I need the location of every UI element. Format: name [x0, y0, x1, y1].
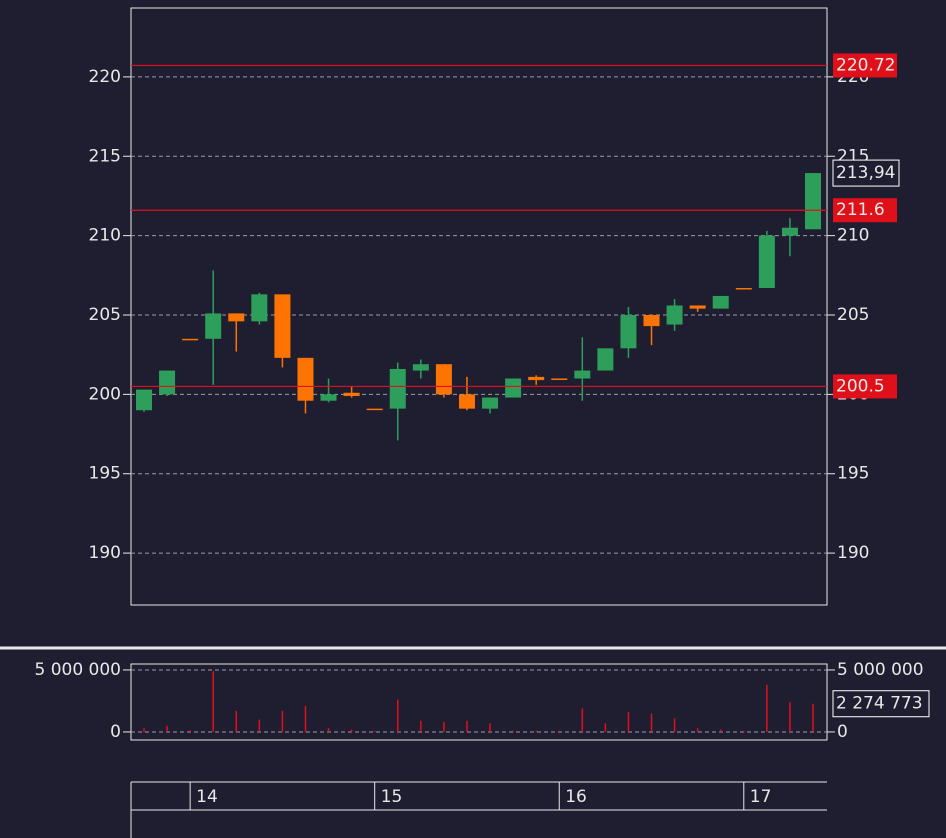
- volume-bar: [696, 728, 699, 732]
- candle-body: [666, 305, 683, 325]
- candle-body: [505, 378, 522, 398]
- volume-bar: [258, 719, 261, 732]
- x-tick-label: 16: [565, 787, 587, 807]
- volume-bar: [166, 725, 168, 732]
- y2-tick-label: 195: [837, 464, 869, 484]
- candle-body: [528, 376, 545, 381]
- volume-bar: [304, 705, 307, 732]
- candle-body: [712, 295, 729, 309]
- y-tick-label: 200: [89, 384, 121, 404]
- volume-bar: [235, 710, 238, 732]
- volume-bar: [535, 730, 537, 732]
- volume-bar: [812, 703, 814, 732]
- y2-tick-label: 210: [837, 226, 869, 246]
- y2-tick-label: 5 000 000: [837, 660, 924, 680]
- y-tick-label: 195: [89, 464, 121, 484]
- volume-bar: [420, 720, 422, 732]
- candle-body: [758, 235, 775, 289]
- y-tick-label: 5 000 000: [34, 660, 121, 680]
- volume-bar: [281, 710, 284, 732]
- last-value-box: [832, 690, 930, 718]
- candle-body: [205, 313, 222, 339]
- volume-bar: [604, 723, 607, 732]
- candle-body: [136, 389, 152, 411]
- volume-bar: [719, 729, 722, 732]
- candle-body: [597, 348, 614, 371]
- volume-bar: [212, 671, 214, 732]
- candle-body: [274, 294, 291, 358]
- candle-body: [689, 305, 706, 309]
- last-value-box: [832, 159, 900, 187]
- candle-body: [574, 370, 591, 379]
- volume-bar: [581, 708, 584, 732]
- candle-body: [482, 397, 499, 409]
- level-label-bg: [833, 374, 897, 399]
- candle-body: [435, 364, 452, 395]
- y-tick-label: 220: [89, 67, 121, 87]
- level-label: 200.5: [836, 376, 885, 396]
- volume-bar: [558, 730, 560, 732]
- y-tick-label: 0: [110, 722, 121, 742]
- x-tick-label: 14: [196, 787, 218, 807]
- level-label: 220.72: [836, 55, 895, 75]
- volume-bar: [397, 699, 399, 732]
- volume-bar: [189, 730, 191, 732]
- volume-bar: [443, 722, 445, 732]
- volume-bar: [489, 723, 491, 732]
- candle-body: [458, 394, 475, 409]
- volume-bar: [789, 702, 791, 732]
- volume-bar: [743, 730, 745, 732]
- volume-frame: [130, 663, 828, 741]
- volume-bar: [466, 720, 468, 732]
- volume-bar: [627, 712, 630, 732]
- level-label-bg: [833, 53, 897, 78]
- candle-body: [735, 288, 752, 290]
- candle-body: [320, 394, 337, 401]
- candle-body: [805, 173, 821, 230]
- y2-tick-label: 0: [837, 722, 848, 742]
- candle-body: [643, 314, 660, 327]
- candle-body: [389, 368, 406, 409]
- volume-bar: [673, 718, 676, 732]
- candle-body: [297, 357, 314, 401]
- volume-bar: [327, 728, 330, 732]
- price-frame: [130, 7, 828, 606]
- candle-body: [182, 338, 199, 341]
- x-tick-label: 15: [381, 787, 403, 807]
- candle-body: [343, 392, 360, 396]
- volume-bar: [373, 730, 376, 732]
- y2-tick-label: 205: [837, 305, 869, 325]
- y-tick-label: 215: [89, 146, 121, 166]
- y-tick-label: 210: [89, 226, 121, 246]
- candle-body: [551, 378, 568, 380]
- candle-body: [251, 294, 268, 322]
- y-tick-label: 205: [89, 305, 121, 325]
- y2-tick-label: 190: [837, 543, 869, 563]
- candle-body: [366, 408, 383, 411]
- volume-bar: [143, 728, 145, 732]
- level-label-bg: [833, 198, 897, 223]
- last-value-label: 2 274 773: [836, 694, 923, 714]
- volume-bar: [512, 730, 514, 732]
- candle-body: [412, 364, 429, 371]
- candle-body: [620, 314, 637, 349]
- x-tick-label: 17: [750, 787, 772, 807]
- candle-body: [159, 370, 176, 395]
- volume-bar: [766, 684, 768, 732]
- candle-body: [781, 227, 798, 236]
- level-label: 211.6: [836, 200, 885, 220]
- y-tick-label: 190: [89, 543, 121, 563]
- volume-bar: [350, 729, 353, 732]
- volume-bar: [650, 713, 653, 732]
- last-value-label: 213,94: [836, 163, 895, 183]
- candle-body: [228, 313, 245, 322]
